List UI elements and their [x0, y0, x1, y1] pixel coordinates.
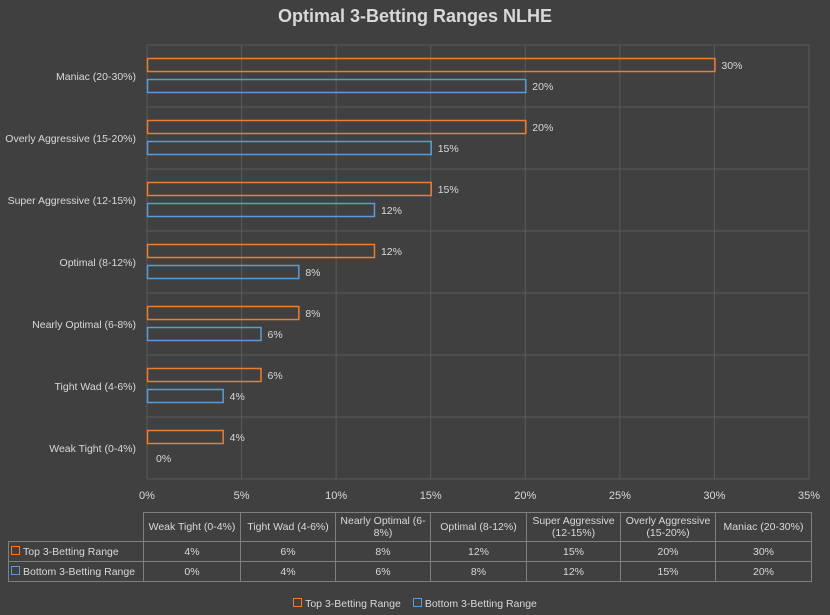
bar [146, 367, 262, 383]
table-column-header: Tight Wad (4-6%) [240, 512, 336, 542]
legend-key-icon [293, 598, 303, 607]
table-cell: 20% [715, 561, 812, 582]
table-cell: 20% [620, 541, 716, 562]
table-column-header: Maniac (20-30%) [715, 512, 812, 542]
bar [146, 78, 527, 94]
data-label: 8% [305, 308, 320, 320]
legend-key-icon [11, 545, 20, 555]
table-cell: 8% [335, 541, 431, 562]
legend-label: Top 3-Betting Range [305, 598, 401, 610]
data-label: 15% [438, 184, 459, 196]
bar [146, 202, 376, 218]
x-tick-label: 10% [325, 490, 347, 502]
table-cell: 12% [430, 541, 527, 562]
y-category-label: Weak Tight (0-4%) [49, 443, 136, 455]
y-category-label: Maniac (20-30%) [56, 71, 136, 83]
table-cell: 8% [430, 561, 527, 582]
y-category-label: Nearly Optimal (6-8%) [32, 319, 136, 331]
table-header-row: Weak Tight (0-4%) Tight Wad (4-6%) Nearly … [8, 512, 812, 542]
table-column-header: Overly Aggressive (15-20%) [620, 512, 716, 542]
table-column-header: Optimal (8-12%) [430, 512, 527, 542]
data-label: 12% [381, 205, 402, 217]
bar [146, 119, 527, 135]
table-cell: 15% [526, 541, 621, 562]
x-tick-label: 15% [420, 490, 442, 502]
data-label: 8% [305, 267, 320, 279]
bar [146, 388, 224, 404]
table-column-header: Nearly Optimal (6-8%) [335, 512, 431, 542]
y-category-label: Super Aggressive (12-15%) [8, 195, 136, 207]
data-label: 6% [267, 370, 282, 382]
bar [146, 326, 262, 342]
data-label: 0% [156, 453, 171, 465]
bar [146, 305, 300, 321]
x-tick-label: 25% [609, 490, 631, 502]
table-row-label: Bottom 3-Betting Range [8, 561, 144, 582]
data-label: 20% [532, 122, 553, 134]
bar [146, 57, 716, 73]
bar [146, 243, 376, 259]
table-column-header: Weak Tight (0-4%) [143, 512, 241, 542]
data-label: 12% [381, 246, 402, 258]
table-row-label: Top 3-Betting Range [8, 541, 144, 562]
bar [146, 181, 432, 197]
data-label: 4% [230, 391, 245, 403]
legend-key-icon [11, 565, 20, 575]
data-table: Weak Tight (0-4%) Tight Wad (4-6%) Nearly … [8, 512, 812, 582]
table-cell: 6% [335, 561, 431, 582]
table-cell: 4% [240, 561, 336, 582]
series-name: Bottom 3-Betting Range [23, 565, 136, 578]
x-tick-label: 20% [514, 490, 536, 502]
table-row: Top 3-Betting Range 4% 6% 8% 12% 15% 20% 30% [8, 541, 812, 562]
data-label: 15% [438, 143, 459, 155]
legend-item: Top 3-Betting Range [293, 598, 401, 610]
data-label: 20% [532, 81, 553, 93]
x-tick-label: 0% [139, 490, 155, 502]
y-category-label: Tight Wad (4-6%) [55, 381, 137, 393]
table-cell: 15% [620, 561, 716, 582]
legend-item: Bottom 3-Betting Range [412, 598, 537, 610]
x-tick-label: 35% [798, 490, 820, 502]
data-label: 4% [230, 432, 245, 444]
bar [146, 429, 224, 445]
bar [146, 140, 432, 156]
series-name: Top 3-Betting Range [23, 545, 119, 558]
table-cell: 4% [143, 541, 241, 562]
table-cell: 12% [526, 561, 621, 582]
data-label: 6% [267, 329, 282, 341]
y-category-label: Overly Aggressive (15-20%) [5, 133, 136, 145]
table-cell: 6% [240, 541, 336, 562]
table-row: Bottom 3-Betting Range 0% 4% 6% 8% 12% 15% 20% [8, 561, 812, 582]
chart-legend: Top 3-Betting Range Bottom 3-Betting Rang… [0, 598, 830, 610]
legend-label: Bottom 3-Betting Range [424, 598, 537, 610]
y-category-label: Optimal (8-12%) [60, 257, 136, 269]
chart-title: Optimal 3-Betting Ranges NLHE [277, 6, 553, 26]
table-cell: 30% [715, 541, 812, 562]
table-corner [8, 512, 144, 542]
x-tick-label: 30% [703, 490, 725, 502]
table-column-header: Super Aggressive (12-15%) [526, 512, 621, 542]
x-tick-label: 5% [234, 490, 250, 502]
table-cell: 0% [143, 561, 241, 582]
data-label: 30% [721, 60, 742, 72]
bar [146, 264, 300, 280]
legend-key-icon [412, 598, 422, 607]
